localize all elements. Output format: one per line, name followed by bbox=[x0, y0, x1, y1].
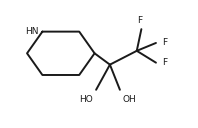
Text: HO: HO bbox=[79, 95, 93, 104]
Text: F: F bbox=[162, 38, 167, 47]
Text: HN: HN bbox=[25, 27, 38, 36]
Text: F: F bbox=[137, 16, 142, 25]
Text: OH: OH bbox=[123, 95, 137, 104]
Text: F: F bbox=[162, 58, 167, 67]
